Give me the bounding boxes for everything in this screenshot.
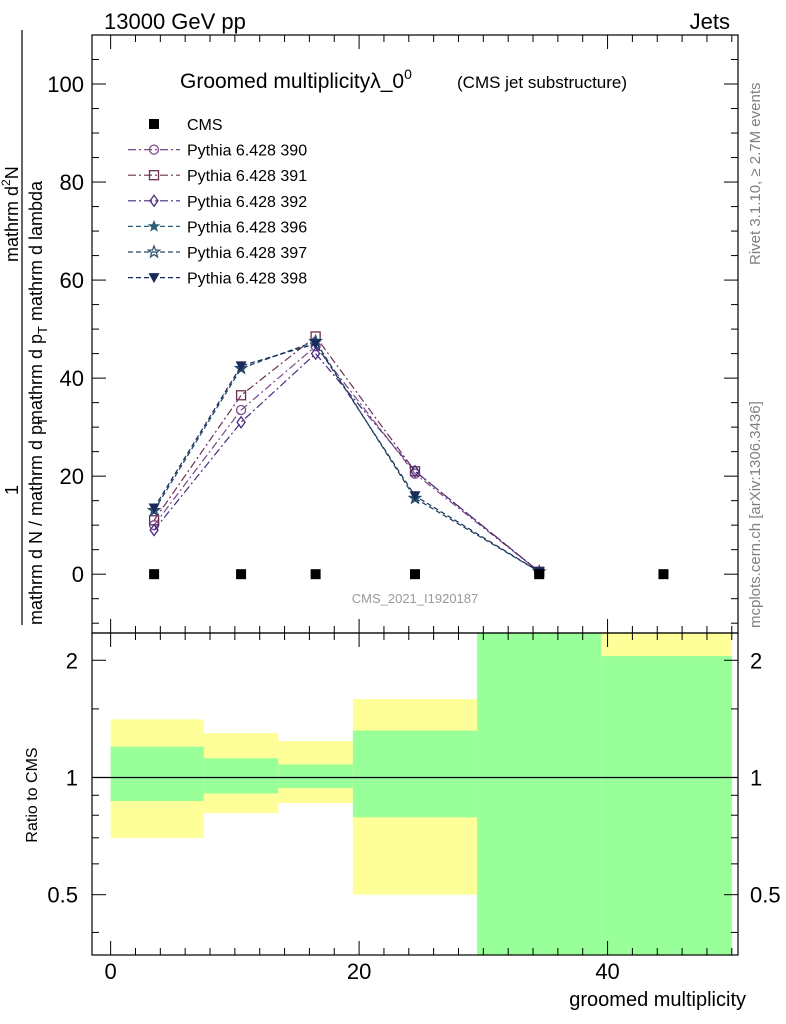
data-point bbox=[658, 569, 669, 580]
legend-marker bbox=[148, 273, 160, 284]
energy-label: 13000 GeV pp bbox=[104, 9, 246, 34]
series-point bbox=[310, 339, 322, 350]
x-tick-label: 40 bbox=[595, 959, 619, 984]
ratio-y-axis-title: Ratio to CMS bbox=[24, 747, 41, 842]
cms-data-layer bbox=[149, 569, 669, 580]
legend-marker bbox=[146, 244, 162, 259]
y-title-denominator: mathrm d N / mathrm d pT bbox=[26, 417, 50, 625]
series-layer bbox=[146, 331, 547, 579]
legend-label: Pythia 6.428 397 bbox=[187, 245, 307, 262]
ratio-bands bbox=[92, 633, 738, 955]
legend-label: Pythia 6.428 392 bbox=[187, 194, 307, 211]
y-title-numerator-sup: 2 bbox=[0, 179, 13, 186]
legend-label: Pythia 6.428 398 bbox=[187, 271, 307, 288]
y-tick-label: 60 bbox=[60, 268, 84, 293]
legend-label: Pythia 6.428 391 bbox=[187, 168, 307, 185]
y-title-one: 1 bbox=[2, 485, 22, 495]
y-title-numerator-sub: T bbox=[35, 326, 50, 334]
legend-label: Pythia 6.428 390 bbox=[187, 143, 307, 160]
legend-marker bbox=[148, 144, 160, 155]
series-line bbox=[153, 340, 540, 573]
y-title-numerator-dp: mathrm d p bbox=[26, 334, 46, 425]
analysis-id: CMS_2021_I1920187 bbox=[352, 591, 479, 606]
chart-title: Groomed multiplicityλ_00 bbox=[180, 66, 412, 93]
ratio-band-inner bbox=[278, 764, 353, 788]
ratio-tick-label: 2 bbox=[66, 648, 78, 673]
data-point bbox=[236, 569, 247, 580]
y-title-numerator: mathrm d2N bbox=[0, 166, 22, 262]
series-point bbox=[149, 523, 159, 537]
chart-title-main: Groomed multiplicityλ_0 bbox=[180, 70, 404, 93]
data-point bbox=[149, 569, 160, 580]
series-point bbox=[236, 415, 246, 429]
y-title-denominator-sub: T bbox=[35, 417, 50, 425]
y-title-numerator-n: N bbox=[2, 166, 22, 179]
ratio-band-inner bbox=[352, 730, 478, 818]
y-title-numerator-d: mathrm d bbox=[2, 186, 22, 262]
ratio-band-inner bbox=[601, 656, 732, 955]
data-point bbox=[534, 569, 545, 580]
chart-subtitle: (CMS jet substructure) bbox=[457, 73, 627, 92]
mcplots-label: mcplots.cern.ch [arXiv:1306.3436] bbox=[747, 401, 764, 628]
y-title-denominator-text: mathrm d N / mathrm d p bbox=[26, 425, 46, 625]
legend-label-cms: CMS bbox=[187, 117, 223, 134]
y-tick-label: 0 bbox=[72, 562, 84, 587]
x-tick-label: 20 bbox=[347, 959, 371, 984]
series-point bbox=[148, 503, 160, 514]
x-axis-title: groomed multiplicity bbox=[569, 989, 746, 1011]
ratio-tick-label-right: 1 bbox=[750, 765, 762, 790]
legend: CMS Pythia 6.428 390 Pythia 6.428 391 Pythi… bbox=[128, 117, 307, 288]
main-axis-ticks: 0 20 40 60 80 100 bbox=[47, 34, 738, 633]
x-tick-label: 0 bbox=[105, 959, 117, 984]
y-tick-label: 100 bbox=[47, 72, 84, 97]
series-point bbox=[235, 361, 247, 372]
y-tick-label: 80 bbox=[60, 170, 84, 195]
legend-marker bbox=[148, 170, 160, 181]
y-title-numerator-second: mathrm d pT mathrm d lambda bbox=[26, 180, 50, 425]
data-point bbox=[410, 569, 420, 580]
ratio-band-inner bbox=[110, 746, 204, 802]
ratio-tick-label-right: 0.5 bbox=[750, 883, 781, 908]
y-tick-label: 20 bbox=[60, 464, 84, 489]
series-point bbox=[235, 404, 247, 416]
y-title-numerator-lambda: mathrm d lambda bbox=[26, 180, 46, 326]
data-point bbox=[310, 569, 321, 580]
series-line bbox=[153, 352, 540, 573]
series-point bbox=[410, 464, 420, 478]
ratio-band-inner bbox=[477, 633, 602, 955]
y-axis-title: 1 mathrm d N / mathrm d pT mathrm d2N ma… bbox=[0, 30, 50, 625]
ratio-band-inner bbox=[203, 758, 279, 794]
series-point bbox=[235, 390, 247, 401]
legend-marker-cms bbox=[149, 119, 159, 129]
chart-title-superscript: 0 bbox=[404, 66, 412, 82]
category-label: Jets bbox=[690, 9, 730, 34]
ratio-tick-label-right: 2 bbox=[750, 648, 762, 673]
legend-label: Pythia 6.428 396 bbox=[187, 219, 307, 236]
ratio-tick-label: 1 bbox=[66, 765, 78, 790]
rivet-label: Rivet 3.1.10, ≥ 2.7M events bbox=[747, 83, 764, 266]
ratio-axis-ticks: 0.5 0.51 12 20 20 40 bbox=[47, 633, 781, 984]
ratio-plot-frame bbox=[91, 632, 739, 956]
y-tick-label: 40 bbox=[60, 366, 84, 391]
series-point bbox=[310, 347, 321, 361]
legend-marker bbox=[147, 219, 161, 232]
series-line bbox=[153, 335, 540, 573]
legend-marker bbox=[149, 194, 159, 208]
series-point bbox=[409, 491, 421, 502]
ratio-tick-label: 0.5 bbox=[47, 883, 78, 908]
